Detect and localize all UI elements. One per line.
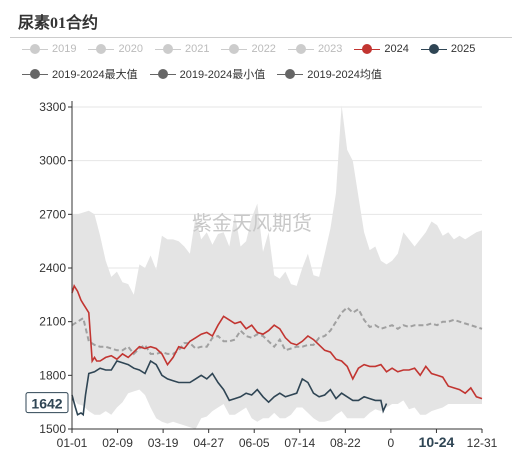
x-tick-label: 08-22 xyxy=(330,436,361,450)
legend-label: 2023 xyxy=(317,43,343,55)
series-line-2025 xyxy=(71,359,388,417)
legend-label: 2022 xyxy=(251,43,276,55)
legend-item-2020[interactable]: 2020 xyxy=(88,43,143,55)
y-tick-label: 1800 xyxy=(39,368,66,382)
legend-label: 2020 xyxy=(118,43,143,55)
x-tick-label: 10-24 xyxy=(419,434,455,450)
legend-label: 2024 xyxy=(384,43,409,55)
watermark: 紫金天风期货 xyxy=(192,211,312,235)
series-line-mean xyxy=(71,306,483,356)
current-value-badge xyxy=(25,392,69,414)
x-tick-label: 02-09 xyxy=(102,436,133,450)
legend-item-min[interactable]: 2019-2024最小值 xyxy=(149,66,266,82)
legend-marker-icon xyxy=(277,68,304,80)
y-tick-label: 1500 xyxy=(39,422,66,436)
legend-item-max[interactable]: 2019-2024最大值 xyxy=(22,66,138,82)
legend-label: 2019-2024均值 xyxy=(307,69,382,81)
legend-item-2019[interactable]: 2019 xyxy=(22,43,76,55)
legend-marker-icon xyxy=(149,68,176,80)
x-tick-label: 06-05 xyxy=(239,436,270,450)
legend-item-2022[interactable]: 2022 xyxy=(221,43,276,55)
x-tick-label: 07-14 xyxy=(284,436,315,450)
x-tick-label: 0 xyxy=(388,436,395,450)
legend-label: 2019 xyxy=(52,43,77,55)
y-tick-label: 2100 xyxy=(39,315,66,329)
x-tick-label: 01-01 xyxy=(57,436,88,450)
legend-marker-icon xyxy=(154,43,181,55)
legend-item-mean[interactable]: 2019-2024均值 xyxy=(277,66,382,82)
legend-item-2021[interactable]: 2021 xyxy=(154,43,210,55)
range-band-area xyxy=(72,105,482,429)
legend-label: 2021 xyxy=(184,43,210,55)
legend-row-stats: 2019-2024最大值 2019-2024最小值 2019-2024均值 xyxy=(22,66,394,82)
series-line-2024 xyxy=(71,284,483,400)
legend-item-2023[interactable]: 2023 xyxy=(287,43,343,55)
legend-item-2024[interactable]: 2024 xyxy=(354,43,409,55)
legend-item-2025[interactable]: 2025 xyxy=(420,43,476,55)
current-value-label: 1642 xyxy=(31,396,62,412)
legend-label: 2019-2024最大值 xyxy=(52,69,138,81)
legend-marker-icon xyxy=(22,68,48,80)
y-tick-label: 2700 xyxy=(39,207,66,221)
legend-marker-icon xyxy=(221,43,248,55)
legend-marker-icon xyxy=(22,43,48,55)
legend-row-years: 2019 2020 2021 2022 2023 2024 2025 xyxy=(22,43,487,55)
legend-marker-icon xyxy=(287,43,314,55)
y-tick-label: 2400 xyxy=(39,261,66,275)
chart-title: 尿素01合约 xyxy=(18,15,99,32)
x-tick-label: 04-27 xyxy=(193,436,224,450)
title-divider xyxy=(10,37,512,38)
x-tick-label: 03-19 xyxy=(148,436,179,450)
y-tick-label: 3300 xyxy=(39,100,66,114)
legend-marker-icon xyxy=(354,43,381,55)
legend-marker-icon xyxy=(420,43,447,55)
legend-label: 2019-2024最小值 xyxy=(179,69,266,81)
x-tick-label: 12-31 xyxy=(467,436,498,450)
legend-marker-icon xyxy=(88,43,115,55)
legend-label: 2025 xyxy=(450,43,476,55)
y-tick-label: 3000 xyxy=(39,154,66,168)
